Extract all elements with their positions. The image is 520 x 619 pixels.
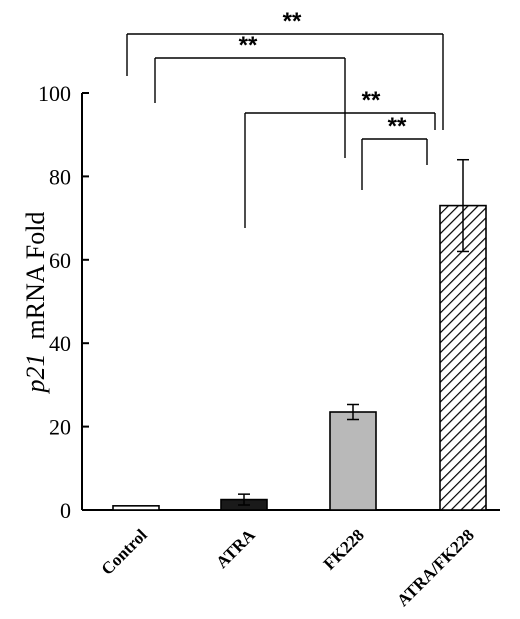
y-tick-label: 60 [49,248,71,273]
y-tick-label: 20 [49,415,71,440]
y-axis-label-italic: p21 [21,353,50,394]
significance-label: ** [283,8,302,35]
bar-fk228 [329,411,377,511]
significance-label: ** [388,113,407,140]
category-label: Control [98,525,151,578]
y-axis-label-rest: mRNA Fold [21,212,50,340]
significance-label: ** [239,32,258,59]
y-tick-label: 100 [38,81,71,106]
category-label: FK228 [320,525,368,573]
y-tick-label: 0 [60,498,71,523]
y-axis-label: p21 mRNA Fold [21,212,50,395]
category-label: ATRA [212,525,259,572]
y-tick-label: 80 [49,164,71,189]
bar-control [112,505,160,511]
y-tick-label: 40 [49,331,71,356]
significance-label: ** [362,87,381,114]
category-label: ATRA/FK228 [393,525,478,610]
